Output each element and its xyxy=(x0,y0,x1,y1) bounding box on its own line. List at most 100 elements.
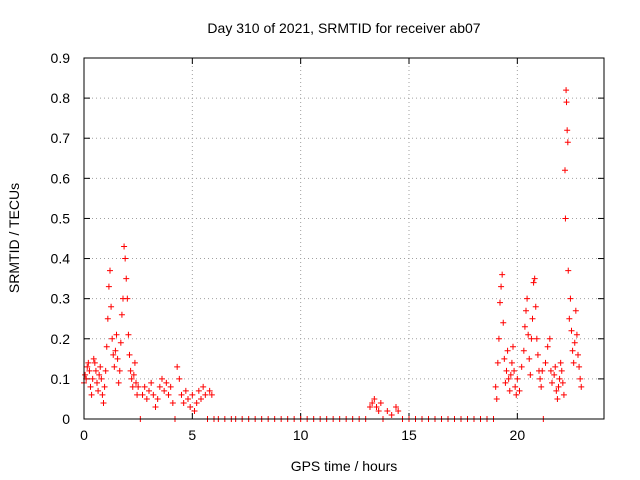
y-tick-label: 0.3 xyxy=(51,291,71,307)
data-point xyxy=(90,355,97,362)
data-point xyxy=(94,379,100,386)
data-point xyxy=(520,347,527,354)
plot-frame xyxy=(83,57,605,420)
data-point xyxy=(134,391,141,398)
data-point xyxy=(135,383,142,390)
data-point xyxy=(523,307,529,314)
data-point xyxy=(552,363,559,370)
data-point xyxy=(551,371,558,378)
data-point xyxy=(154,395,161,402)
data-point xyxy=(122,255,129,262)
data-point xyxy=(130,371,137,378)
data-point xyxy=(126,351,133,358)
chart-title: Day 310 of 2021, SRMTID for receiver ab0… xyxy=(207,20,480,36)
grid-lines xyxy=(84,58,604,419)
data-point xyxy=(131,359,138,366)
data-point xyxy=(113,331,120,338)
data-point xyxy=(86,367,93,374)
data-point xyxy=(570,359,577,366)
data-point xyxy=(518,363,525,370)
data-point xyxy=(129,383,136,390)
data-point xyxy=(92,367,99,374)
y-tick-label: 0.4 xyxy=(51,251,71,267)
data-point xyxy=(577,375,584,382)
y-tick-label: 0.2 xyxy=(51,331,71,347)
data-point xyxy=(503,367,510,374)
data-point xyxy=(198,395,204,402)
data-point xyxy=(150,391,157,398)
data-point xyxy=(133,379,139,386)
data-point xyxy=(562,167,568,174)
data-point xyxy=(128,375,135,382)
data-point xyxy=(84,363,91,370)
axis-ticks xyxy=(83,57,604,420)
x-tick-label: 5 xyxy=(188,427,196,443)
data-point xyxy=(508,359,515,366)
data-point xyxy=(533,335,540,342)
data-point xyxy=(527,371,534,378)
data-point xyxy=(575,351,581,358)
data-point xyxy=(563,99,570,106)
y-tick-label: 0.6 xyxy=(51,170,71,186)
data-point xyxy=(206,387,213,394)
y-tick-label: 0.8 xyxy=(51,90,71,106)
tick-labels: 0 5 10 15 20 0 0.1 0.2 0.3 0.4 0.5 0.6 0.7 0.8 0.9 xyxy=(51,50,526,443)
data-point xyxy=(504,347,511,354)
data-point xyxy=(547,367,554,374)
data-point xyxy=(558,367,565,374)
data-point xyxy=(559,379,566,386)
data-point xyxy=(571,339,578,346)
y-tick-label: 0.5 xyxy=(51,210,71,226)
y-axis-label: SRMTID / TECUs xyxy=(6,183,22,293)
data-point xyxy=(159,375,165,382)
y-tick-label: 0.1 xyxy=(51,371,71,387)
data-point xyxy=(167,383,174,390)
data-point xyxy=(193,399,200,406)
data-point xyxy=(202,391,209,398)
data-point xyxy=(114,355,121,362)
data-point xyxy=(557,359,564,366)
data-point xyxy=(100,399,107,406)
data-point xyxy=(512,383,519,390)
data-point xyxy=(127,367,134,374)
data-point xyxy=(189,391,196,398)
data-point xyxy=(524,295,531,302)
data-point xyxy=(115,379,122,386)
data-point xyxy=(564,127,571,134)
data-point xyxy=(388,411,395,418)
data-point xyxy=(537,375,544,382)
data-point xyxy=(565,267,572,274)
data-point xyxy=(118,311,125,318)
data-point xyxy=(506,387,513,394)
data-point xyxy=(182,387,189,394)
data-point xyxy=(107,267,113,274)
data-point xyxy=(87,383,94,390)
data-point xyxy=(553,387,560,394)
data-point xyxy=(99,391,106,398)
data-point xyxy=(373,403,380,410)
data-point xyxy=(542,359,549,366)
data-point xyxy=(507,371,514,378)
data-point xyxy=(497,299,503,306)
data-point xyxy=(98,375,105,382)
data-point xyxy=(108,303,115,310)
data-point xyxy=(493,395,500,402)
data-point xyxy=(112,347,119,354)
data-point xyxy=(572,307,579,314)
data-point xyxy=(393,403,399,410)
data-point xyxy=(91,359,98,366)
data-point xyxy=(125,331,132,338)
data-point xyxy=(395,407,402,414)
y-tick-label: 0 xyxy=(62,411,70,427)
x-axis-label: GPS time / hours xyxy=(291,458,398,474)
data-point xyxy=(546,335,553,342)
data-point xyxy=(566,315,573,322)
data-point xyxy=(85,359,92,366)
data-point xyxy=(554,395,561,402)
data-point xyxy=(176,375,183,382)
data-point xyxy=(156,383,163,390)
data-point xyxy=(534,351,541,358)
data-point xyxy=(208,391,215,398)
x-tick-label: 10 xyxy=(293,427,309,443)
data-point xyxy=(510,343,516,350)
